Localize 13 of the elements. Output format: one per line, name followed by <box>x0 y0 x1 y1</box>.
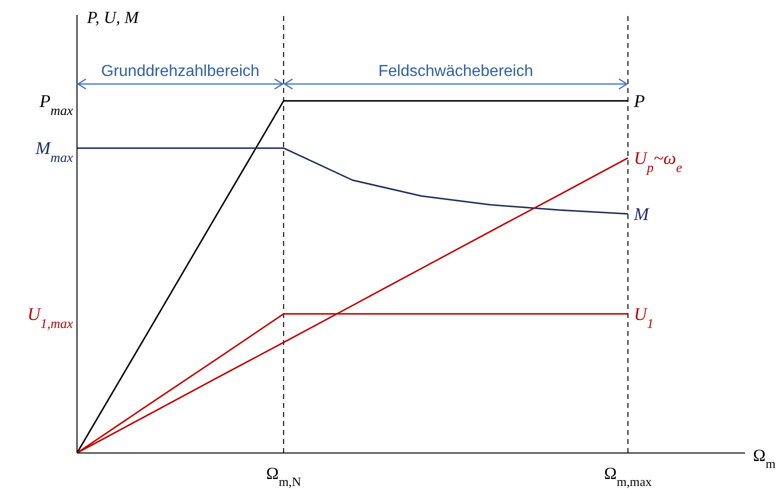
series-label: U$_{1}$ <box>634 304 654 330</box>
text: U$_{1,max}$ <box>27 304 73 330</box>
y-axis-title: P, U, M <box>86 8 140 27</box>
text: P$_{max}$ <box>38 90 73 118</box>
text: Grunddrehzahlbereich <box>101 63 260 80</box>
series-label: P <box>632 90 645 111</box>
text: Feldschwächebereich <box>378 63 534 80</box>
series-label: M <box>632 204 650 224</box>
text: M$_{max}$ <box>34 138 73 165</box>
x-tick-label: Ω$_{m,max}$ <box>604 464 652 489</box>
x-axis-title: Ω$_{m}$ <box>753 446 776 471</box>
series-label: U$_{p}$~ω$_{e}$ <box>634 148 682 174</box>
x-tick-label: Ω$_{m,N}$ <box>266 464 302 489</box>
